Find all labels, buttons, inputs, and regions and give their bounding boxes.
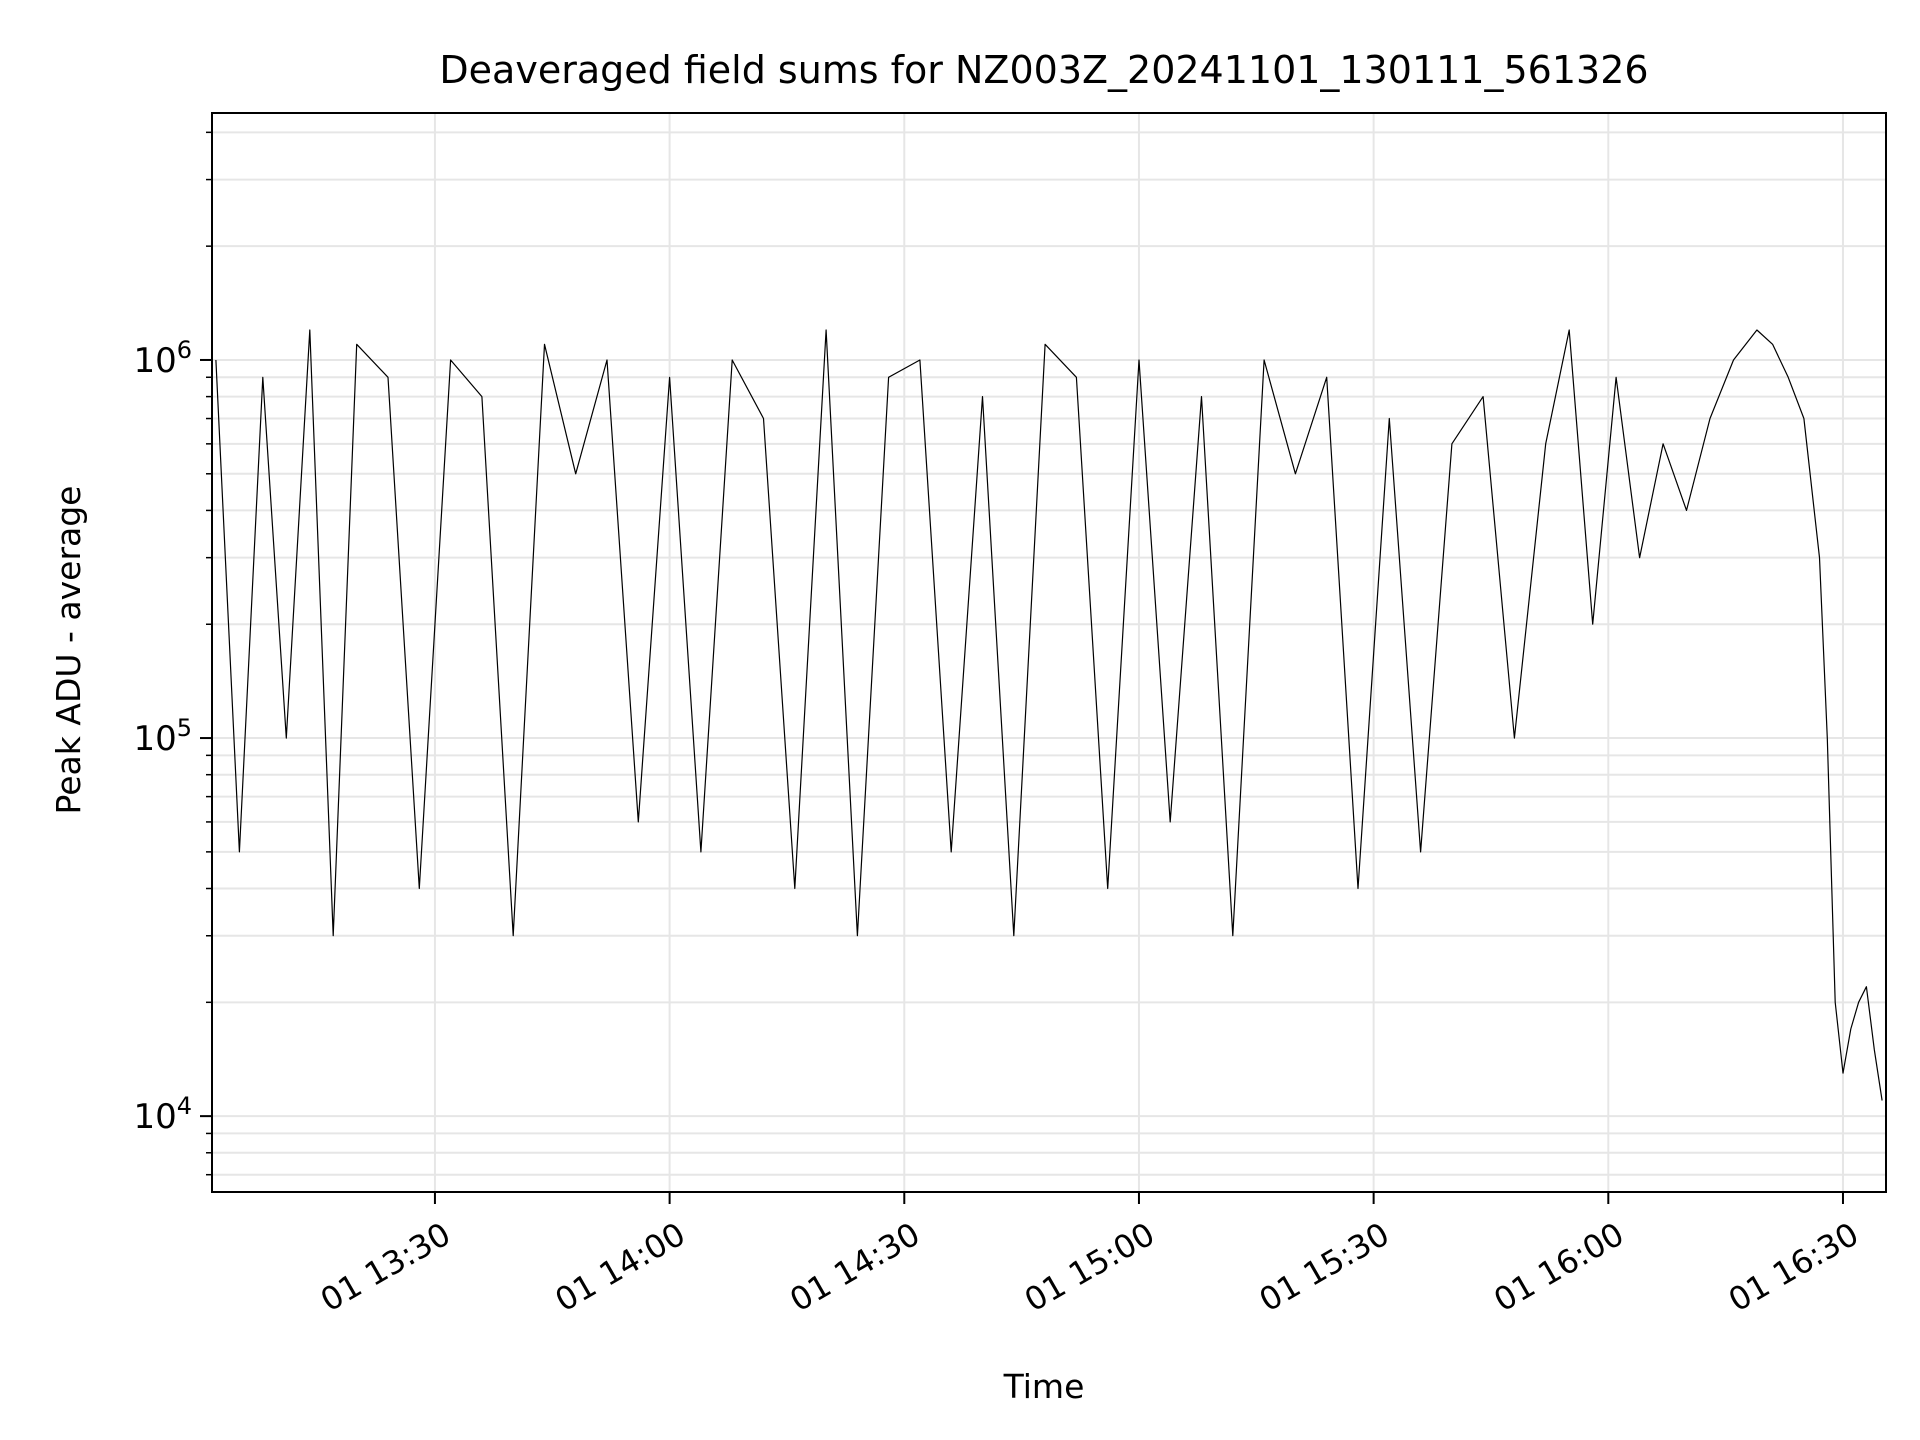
y-axis: 104 105 106	[133, 131, 212, 1176]
grid	[212, 113, 1886, 1192]
y-tick-label: 106	[133, 336, 192, 381]
y-tick-label: 104	[133, 1092, 192, 1137]
series-line	[215, 329, 1883, 1101]
chart-title: Deaveraged field sums for NZ003Z_2024110…	[439, 48, 1648, 92]
y-axis-label: Peak ADU - average	[49, 486, 88, 815]
x-axis-label: Time	[1003, 1367, 1085, 1406]
series-layer	[215, 329, 1883, 1101]
plot-frame	[211, 112, 1887, 1193]
y-tick-label: 105	[133, 714, 192, 759]
